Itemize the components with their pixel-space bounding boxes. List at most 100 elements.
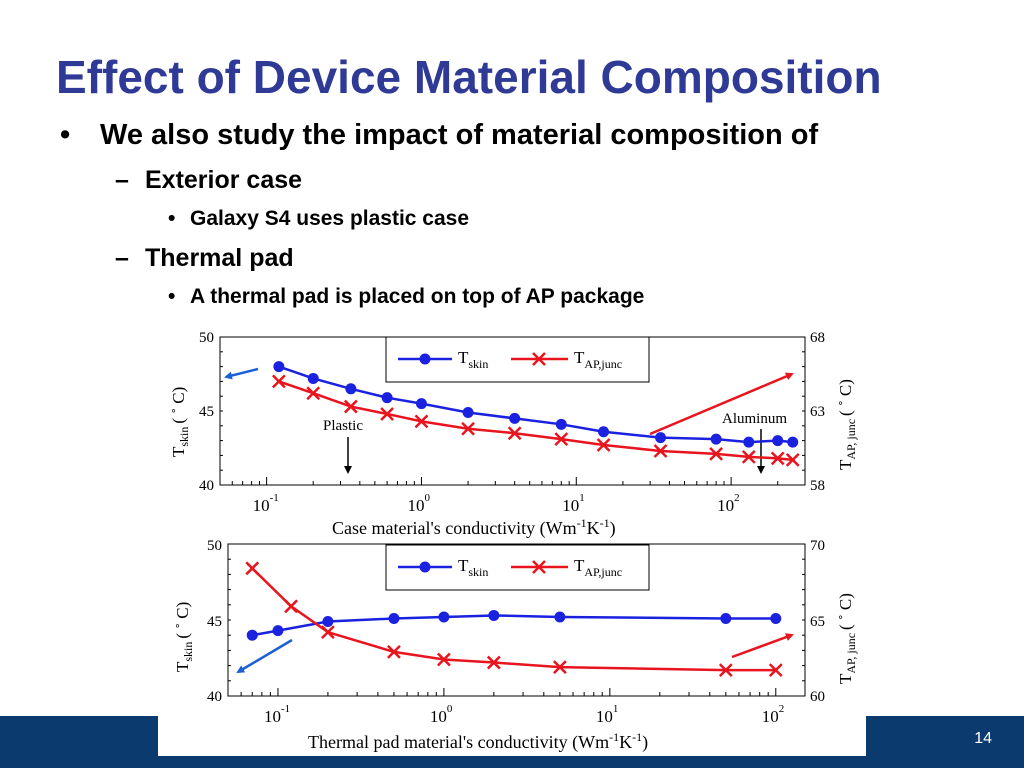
chart2-tap-point bbox=[321, 625, 335, 640]
chart2-tskin-point bbox=[488, 609, 500, 621]
sub-sub-bullet-text: Galaxy S4 uses plastic case bbox=[190, 207, 470, 230]
chart1-tskin-point bbox=[345, 383, 357, 395]
chart2-tap-point bbox=[284, 599, 298, 614]
page-number: 14 bbox=[974, 730, 992, 747]
chart2-tskin-point bbox=[322, 616, 334, 628]
chart1-tap-point bbox=[507, 426, 522, 441]
slide-title: Effect of Device Material Composition bbox=[56, 51, 882, 103]
chart2-ytick-right: 65 bbox=[810, 614, 825, 630]
sub-bullet-exterior-case: – Exterior case bbox=[115, 166, 302, 195]
sub-bullet-thermal-pad: – Thermal pad bbox=[115, 244, 294, 273]
chart2-tskin-point bbox=[388, 612, 400, 624]
chart2-xtick-label: 101 bbox=[596, 703, 619, 726]
chart2-tap-point bbox=[768, 663, 783, 678]
sub-bullet-text: Thermal pad bbox=[145, 244, 294, 272]
chart2-tskin-point bbox=[770, 612, 782, 624]
chart1-xtick-label: 101 bbox=[562, 492, 585, 515]
chart1-ytick-right: 58 bbox=[810, 478, 825, 494]
chart1-tskin-point bbox=[787, 436, 799, 448]
chart1-xtick-label: 10-1 bbox=[253, 492, 279, 515]
chart1-ytick-left: 45 bbox=[199, 404, 214, 420]
chart2-tskin-point bbox=[272, 625, 284, 637]
chart1-tskin-point bbox=[772, 435, 784, 447]
chart1-tskin-point bbox=[415, 398, 427, 410]
chart1-tskin-point bbox=[307, 372, 319, 384]
chart2-right-trend-arrow-icon bbox=[731, 633, 794, 659]
chart1-xtick-label: 102 bbox=[717, 492, 740, 515]
chart-marks: 10-1 100 101 102 10-1 100 101 102 bbox=[219, 351, 806, 726]
chart2-tap-point bbox=[245, 561, 260, 576]
chart1-tskin-point bbox=[555, 418, 567, 430]
chart1-tap-point bbox=[461, 421, 475, 436]
chart1-xlabel: Case material's conductivity (Wm-1K-1) bbox=[332, 516, 616, 539]
chart1-tap-point bbox=[380, 407, 394, 421]
chart2-tap-point bbox=[387, 645, 401, 659]
chart2-tap-point bbox=[718, 663, 733, 678]
chart1-annotation-aluminum: Aluminum bbox=[722, 411, 787, 427]
chart1-tap-point bbox=[414, 414, 429, 429]
svg-text:Tskin( ˚ C): Tskin( ˚ C) bbox=[173, 602, 195, 672]
chart1-tap-point bbox=[785, 452, 800, 467]
chart2-ytick-right: 70 bbox=[810, 538, 825, 554]
chart2-xtick-label: 10-1 bbox=[264, 703, 290, 726]
chart2-ylabel-left: Tskin( ˚ C) bbox=[173, 602, 195, 672]
sub-sub-bullet-thermal-pad: • A thermal pad is placed on top of AP pa… bbox=[168, 285, 644, 309]
chart1-tap-point bbox=[596, 438, 611, 452]
chart2-ytick-right: 60 bbox=[810, 689, 825, 705]
chart2-ytick-left: 50 bbox=[207, 538, 222, 554]
bullet-main: • We also study the impact of material co… bbox=[60, 119, 818, 152]
chart1-ytick-left: 50 bbox=[199, 330, 214, 346]
chart1-tap-point bbox=[709, 447, 724, 461]
chart1-tap-point bbox=[741, 449, 756, 464]
chart2-tap-point bbox=[486, 655, 501, 670]
bullet-dot-icon: • bbox=[60, 119, 71, 151]
chart1-annotation-plastic: Plastic bbox=[323, 418, 363, 434]
chart1-tskin-point bbox=[655, 432, 667, 444]
chart1-tap-point bbox=[653, 444, 668, 458]
chart1-left-trend-arrow-icon bbox=[224, 367, 259, 380]
chart1-ytick-left: 40 bbox=[199, 478, 214, 494]
sub-bullet-text: Exterior case bbox=[145, 166, 303, 194]
chart1-ytick-right: 63 bbox=[810, 404, 825, 420]
chart2-tap-point bbox=[553, 660, 567, 675]
chart1-tap-point bbox=[271, 374, 286, 389]
svg-text:Tskin( ˚ C): Tskin( ˚ C) bbox=[169, 387, 191, 457]
legend-tskin-label: Tskin bbox=[458, 348, 488, 371]
chart1-ytick-right: 68 bbox=[810, 330, 825, 346]
chart1-tskin-point bbox=[509, 412, 521, 424]
chart1-tskin-point bbox=[598, 426, 610, 438]
chart1-tskin-point bbox=[462, 406, 474, 418]
chart1-right-trend-arrow-icon bbox=[649, 372, 794, 436]
sub-sub-bullet-text: A thermal pad is placed on top of AP pac… bbox=[190, 285, 645, 308]
chart2-tskin-point bbox=[720, 612, 732, 624]
legend-tap-label: TAP,junc bbox=[574, 556, 622, 579]
chart2-tskin-point bbox=[554, 611, 566, 623]
bullet-dot-icon: • bbox=[168, 285, 176, 308]
chart1-legend: Tskin TAP,junc bbox=[385, 336, 650, 383]
figure-panel: 50 45 40 68 63 58 Tskin( ˚ C) TAP, junc(… bbox=[158, 322, 866, 756]
chart1-tskin-point bbox=[710, 433, 722, 445]
svg-text:TAP, junc( ˚ C): TAP, junc( ˚ C) bbox=[836, 379, 858, 470]
legend-tap-label: TAP,junc bbox=[574, 348, 622, 371]
chart1-tap-point bbox=[306, 386, 321, 401]
svg-text:TAP, junc( ˚ C): TAP, junc( ˚ C) bbox=[836, 593, 858, 684]
chart2-tskin-point bbox=[246, 629, 258, 641]
dash-icon: – bbox=[115, 166, 129, 194]
chart2-legend: Tskin TAP,junc bbox=[385, 544, 650, 591]
chart2-xtick-label: 100 bbox=[430, 703, 453, 726]
chart1-xtick-label: 100 bbox=[407, 492, 430, 515]
charts-figure: 50 45 40 68 63 58 Tskin( ˚ C) TAP, junc(… bbox=[169, 330, 858, 753]
bullet-dot-icon: • bbox=[168, 207, 176, 230]
chart1-tskin-point bbox=[273, 361, 285, 373]
chart1-ylabel-right: TAP, junc( ˚ C) bbox=[836, 379, 858, 470]
chart1-tap-line bbox=[278, 380, 793, 462]
chart2-tap-point bbox=[437, 652, 451, 667]
chart1-tap-point bbox=[554, 432, 569, 447]
legend-tskin-label: Tskin bbox=[458, 556, 488, 579]
dash-icon: – bbox=[115, 244, 129, 272]
chart1-tskin-point bbox=[381, 392, 393, 404]
bullet-main-text: We also study the impact of material com… bbox=[100, 119, 819, 151]
chart2-left-trend-arrow-icon bbox=[236, 638, 293, 674]
chart2-xtick-label: 102 bbox=[762, 703, 785, 726]
chart1-ylabel-left: Tskin( ˚ C) bbox=[169, 387, 191, 457]
